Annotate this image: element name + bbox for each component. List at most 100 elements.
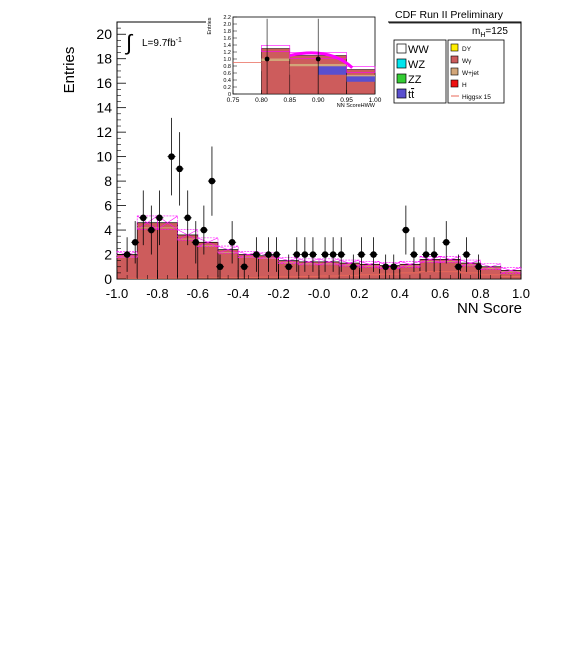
- data-point: [463, 251, 470, 258]
- integral-sign: ∫: [124, 30, 134, 55]
- y-tick-label: 0: [104, 271, 112, 287]
- legend-swatch: [450, 67, 459, 76]
- inset-y-tick-label: 1.6: [223, 36, 231, 42]
- data-point: [228, 238, 236, 246]
- background-bar: [197, 241, 219, 280]
- y-tick-label: 8: [104, 173, 112, 189]
- y-tick-label: 20: [96, 26, 112, 42]
- inset-data-point: [264, 56, 270, 62]
- x-axis-ticks: -1.0 -0.8 -0.6 -0.4 -0.2 -0.0 0.2 0.4 0.6 0.8 1.0: [106, 270, 530, 301]
- wjet-layer-bar: [197, 245, 218, 247]
- x-tick-label: 0.8: [472, 286, 490, 301]
- data-point: [216, 263, 224, 271]
- y-tick-label: 2: [104, 247, 112, 263]
- inset-x-axis-title: NN ScoreHWW: [337, 103, 376, 109]
- wjet-layer-bar: [379, 266, 400, 268]
- legend-label: Wγ: [462, 58, 472, 65]
- legend-swatch: [450, 55, 459, 64]
- inset-y-tick-label: 0.8: [223, 64, 231, 70]
- uncertainty-hatch: [197, 237, 219, 247]
- uncertainty-band: [197, 237, 219, 247]
- y-tick-label: 12: [96, 124, 112, 140]
- inset-layer-fill: [318, 66, 347, 75]
- data-point: [200, 226, 208, 234]
- inset-y-tick-label: 2.0: [223, 22, 231, 28]
- uncertainty-band: [359, 261, 380, 268]
- uncertainty-hatch: [318, 258, 340, 266]
- wjet-layer-bar: [500, 271, 521, 273]
- data-point: [430, 251, 438, 258]
- legend-label-tt: t: [408, 89, 411, 101]
- wjet-layer-bar: [137, 227, 158, 229]
- inset-wjet-layer: [318, 63, 347, 67]
- uncertainty-band: [318, 258, 340, 266]
- legend-label: WZ: [408, 59, 425, 71]
- legend-label: W+jet: [462, 70, 479, 77]
- x-tick-label: -0.2: [267, 286, 289, 301]
- inset-background-stack: [261, 48, 376, 95]
- data-point: [390, 263, 398, 271]
- legend-label: ZZ: [408, 74, 422, 86]
- data-point: [265, 251, 272, 258]
- data-point: [168, 153, 175, 160]
- inset-x-tick-label: 0.80: [255, 97, 268, 104]
- uncertainty-hatch: [440, 256, 461, 263]
- uncertainty-hatch: [217, 245, 239, 254]
- legend-swatch: [450, 43, 459, 52]
- uncertainty-hatch: [359, 261, 380, 268]
- data-point: [350, 263, 357, 271]
- wjet-layer-bar: [218, 251, 239, 254]
- uncertainty-hatch: [339, 259, 360, 267]
- legend-swatch: [396, 88, 407, 99]
- wjet-layer-bar: [420, 260, 441, 263]
- wjet-layer-bar: [238, 256, 259, 258]
- uncertainty-band: [379, 262, 401, 269]
- inset-y-tick-label: 0.4: [223, 78, 231, 84]
- data-point: [131, 238, 139, 246]
- legend-swatch: [396, 73, 407, 84]
- wjet-layer-bar: [460, 264, 481, 266]
- data-point: [293, 251, 301, 258]
- legend-swatch: [396, 43, 407, 54]
- y-axis-ticks: 0 2 4 6 8 10 12 14 16 18 20: [96, 26, 126, 287]
- header-title: CDF Run II Preliminary: [395, 9, 504, 21]
- x-tick-label: 0.6: [431, 286, 449, 301]
- y-tick-label: 16: [96, 75, 112, 91]
- uncertainty-hatch: [419, 256, 441, 263]
- legend-right-entries: DY Wγ W+jet H Higgsx 15: [450, 43, 491, 101]
- legend-label-tbar: t: [411, 89, 414, 101]
- uncertainty-band: [500, 267, 522, 274]
- data-point: [123, 251, 131, 258]
- uncertainty-hatch: [500, 267, 522, 274]
- legend-label: H: [462, 82, 467, 89]
- data-point: [321, 251, 329, 258]
- uncertainty-band: [157, 215, 178, 230]
- inset-uncertainty-band: [233, 45, 376, 73]
- background-stack-layer: [116, 222, 522, 280]
- inset-data-points: [264, 18, 321, 94]
- mass-symbol: m: [472, 26, 480, 37]
- x-tick-label: -0.0: [308, 286, 330, 301]
- y-tick-label: 10: [96, 149, 112, 165]
- x-tick-label: -0.4: [227, 286, 249, 301]
- wjet-layer-bar: [399, 265, 420, 267]
- y-tick-label: 6: [104, 198, 112, 214]
- inset-wjet-layer: [346, 74, 375, 78]
- inset-uncertainty-curve: [289, 51, 354, 69]
- y-tick-label: 14: [96, 100, 112, 116]
- uncertainty-hatch: [298, 258, 320, 266]
- inset-x-tick-label: 0.85: [283, 97, 296, 104]
- data-point: [192, 238, 200, 246]
- inset-y-axis-title: Entries: [207, 17, 213, 34]
- legend-left-entries: WW WZ ZZ tt: [396, 43, 429, 101]
- data-point: [176, 165, 183, 173]
- uncertainty-hatch: [460, 259, 481, 267]
- uncertainty-hatch: [480, 263, 501, 271]
- inset-layer-fill: [261, 61, 290, 72]
- inset-y-tick-label: 1.0: [223, 57, 231, 63]
- inset-y-axis-ticks: 00.20.40.60.81.01.21.41.61.82.02.2: [223, 15, 237, 98]
- legend-label: DY: [462, 46, 472, 53]
- uncertainty-band: [298, 258, 320, 266]
- wjet-layer-bar: [157, 227, 178, 229]
- inset-y-tick-label: 0.6: [223, 71, 231, 77]
